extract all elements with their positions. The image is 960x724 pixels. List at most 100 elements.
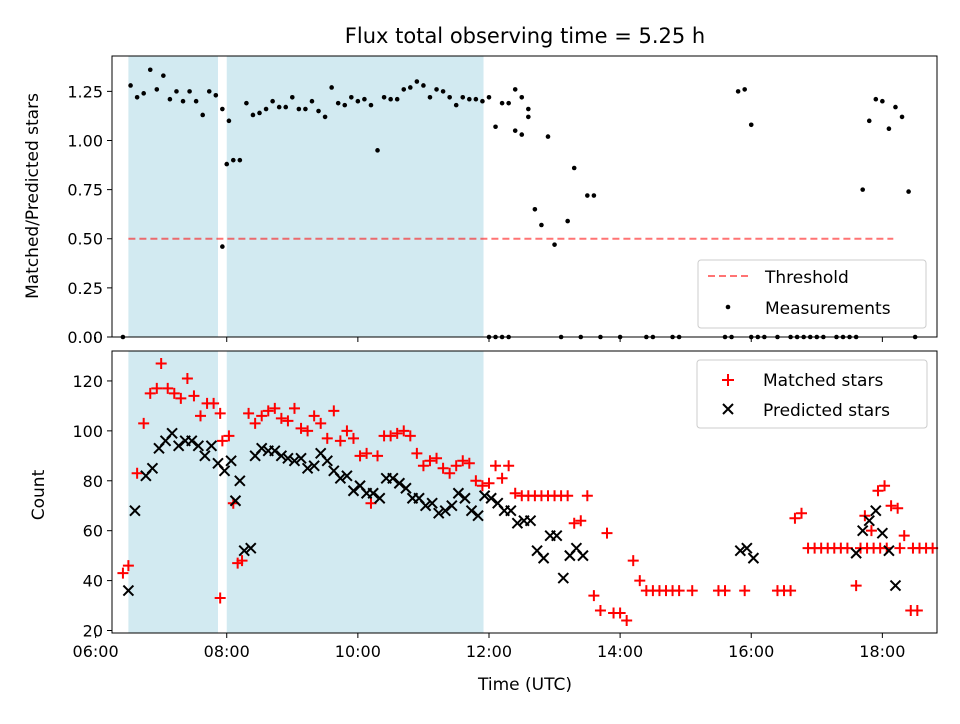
predicted-star-marker xyxy=(334,472,347,484)
measurement-point xyxy=(134,94,140,100)
legend-threshold-label: Threshold xyxy=(764,268,849,288)
matched-star-marker xyxy=(686,585,698,597)
measurement-point xyxy=(335,100,341,106)
predicted-star-marker xyxy=(889,579,902,592)
matched-star-marker xyxy=(214,592,226,604)
matched-star-marker xyxy=(739,585,751,597)
predicted-star-marker xyxy=(419,500,432,512)
predicted-star-marker xyxy=(229,495,242,507)
predicted-star-marker xyxy=(129,505,141,517)
measurement-point xyxy=(368,102,374,108)
matched-star-marker xyxy=(496,472,508,484)
top-legend-box xyxy=(697,259,927,329)
matched-star-marker xyxy=(898,530,910,542)
measurement-point xyxy=(220,106,225,112)
measurement-point xyxy=(250,112,256,118)
predicted-star-marker xyxy=(747,552,760,564)
predicted-star-marker xyxy=(347,485,360,497)
measurement-point xyxy=(388,96,393,102)
predicted-star-marker xyxy=(238,544,250,557)
predicted-star-marker xyxy=(245,542,257,554)
measurement-point xyxy=(303,106,308,112)
matched-star-marker xyxy=(354,450,366,462)
measurement-point xyxy=(401,87,407,92)
measurement-point xyxy=(355,98,361,104)
matched-star-marker xyxy=(144,387,156,399)
measurement-point xyxy=(154,87,160,92)
top-observing-window xyxy=(226,56,484,337)
matched-star-marker xyxy=(188,390,200,402)
measurement-point xyxy=(440,89,446,94)
bottom-y-tick-label: 20 xyxy=(83,622,103,641)
predicted-star-marker xyxy=(166,427,178,440)
measurement-point xyxy=(880,98,885,104)
measurement-point xyxy=(499,100,505,106)
predicted-star-marker xyxy=(524,514,537,527)
predicted-star-marker xyxy=(537,552,550,564)
measurement-point xyxy=(591,193,597,198)
top-y-tick-label: 0.50 xyxy=(67,230,103,249)
top-panel: 0.00 0.25 0.50 0.75 1.00 1.25 xyxy=(67,55,938,347)
measurement-point xyxy=(545,134,551,139)
matched-star-marker xyxy=(841,542,853,554)
matched-star-marker xyxy=(911,605,923,617)
bottom-x-tick-label: 12:00 xyxy=(466,642,512,661)
top-y-tick-label: 0.00 xyxy=(67,328,103,347)
matched-star-marker xyxy=(122,560,134,572)
measurement-point xyxy=(552,242,557,247)
matched-star-marker xyxy=(601,527,613,539)
predicted-star-marker xyxy=(870,505,882,517)
measurement-point xyxy=(200,112,205,118)
matched-star-marker xyxy=(315,417,327,429)
measurement-point xyxy=(167,96,173,102)
measurement-point xyxy=(460,94,466,100)
predicted-star-marker xyxy=(295,452,307,465)
measurement-point xyxy=(899,114,905,120)
predicted-star-marker xyxy=(741,542,753,554)
predicted-star-marker xyxy=(472,510,484,522)
matched-star-marker xyxy=(214,407,226,419)
measurement-point xyxy=(519,94,525,100)
measurement-point xyxy=(226,118,232,124)
matched-star-marker xyxy=(175,392,187,404)
predicted-star-marker xyxy=(225,455,237,467)
matched-star-marker xyxy=(308,410,320,422)
top-observing-window xyxy=(128,56,218,337)
bottom-x-tick-label: 10:00 xyxy=(335,642,381,661)
matched-star-marker xyxy=(216,435,228,447)
bottom-x-tick-label: 16:00 xyxy=(728,642,774,661)
predicted-star-marker xyxy=(433,507,445,519)
measurement-point xyxy=(220,244,225,249)
matched-star-marker xyxy=(581,490,593,502)
bottom-legend-box xyxy=(696,359,928,429)
predicted-star-marker xyxy=(577,549,589,562)
predicted-star-marker xyxy=(883,544,895,557)
matched-star-marker xyxy=(437,462,449,474)
bottom-y-axis-label: Count xyxy=(29,469,49,520)
matched-star-marker xyxy=(295,422,307,434)
predicted-star-marker xyxy=(551,529,563,542)
measurement-point xyxy=(748,122,754,128)
predicted-star-marker xyxy=(478,490,491,502)
measurement-point xyxy=(329,85,334,90)
legend-matched-label: Matched stars xyxy=(763,371,883,391)
matched-star-marker xyxy=(117,567,129,579)
matched-star-marker xyxy=(334,435,346,447)
measurement-point xyxy=(296,106,302,112)
predicted-star-marker xyxy=(387,472,399,484)
matched-star-marker xyxy=(236,555,248,567)
measurement-point xyxy=(480,98,485,104)
bottom-y-tick-label: 60 xyxy=(83,522,103,541)
matched-star-marker xyxy=(302,425,314,437)
predicted-star-marker xyxy=(557,572,569,584)
top-y-axis-label: Matched/Predicted stars xyxy=(23,93,43,299)
matched-star-marker xyxy=(288,402,300,414)
matched-star-marker xyxy=(568,517,580,529)
x-axis-label: Time (UTC) xyxy=(477,675,572,695)
measurement-point xyxy=(571,165,577,171)
bottom-observing-window xyxy=(128,351,218,633)
matched-star-marker xyxy=(181,372,193,384)
matched-star-marker xyxy=(195,410,207,422)
measurement-point xyxy=(860,187,865,192)
predicted-star-marker xyxy=(734,544,747,557)
